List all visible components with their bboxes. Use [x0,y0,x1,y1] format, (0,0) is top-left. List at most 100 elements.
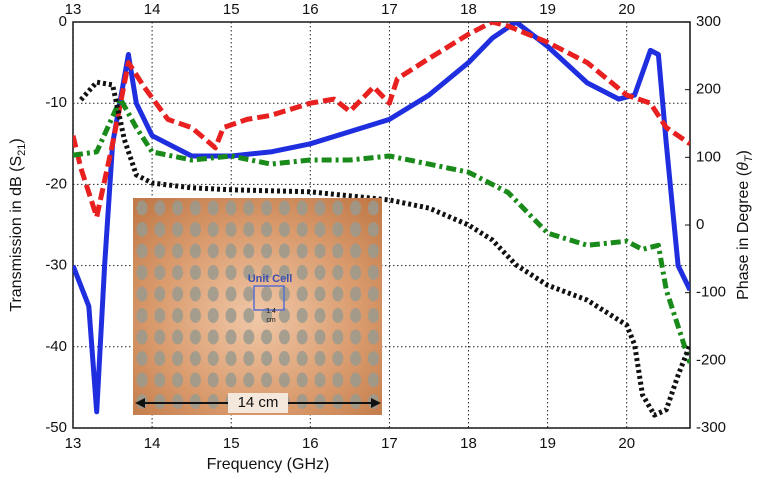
unit-cell-label: Unit Cell [248,273,293,285]
hole [367,351,379,366]
hole [314,286,326,302]
hole [332,372,344,388]
series-line [73,96,690,364]
hole [296,265,308,280]
hole [296,308,308,323]
hole [296,200,308,216]
hole [314,329,326,345]
hole [296,329,308,345]
hole [332,351,344,366]
hole [172,351,184,366]
y2-title-sub: T [743,154,755,162]
hole [136,351,148,366]
hole [367,200,379,216]
hole [367,265,379,280]
hole [207,372,219,388]
y-axis-title: Transmission in dB (S21) [8,138,28,311]
hole [367,329,379,345]
hole [314,372,326,388]
series-line [73,22,690,220]
y2-tick-label: -300 [696,419,726,436]
hole [314,265,326,280]
hole [350,265,362,280]
hole [207,243,219,259]
hole [154,351,166,366]
hole [136,372,148,388]
hole [261,372,273,388]
hole [243,222,255,237]
hole [278,222,290,237]
hole [189,222,201,237]
hole [243,200,255,216]
hole [207,329,219,345]
hole [225,372,237,388]
hole [314,351,326,366]
cell-size: 1.4 [266,308,276,315]
width-label-bg [228,393,288,413]
hole [296,372,308,388]
x-top-tick-label: 15 [223,1,240,18]
hole [136,329,148,345]
hole [350,351,362,366]
y2-tick-label: 0 [696,216,704,233]
hole [225,286,237,302]
hole [172,394,184,409]
hole [189,265,201,280]
hole [261,286,273,302]
y-tick-label: -10 [45,94,67,111]
hole [189,243,201,259]
hole [350,329,362,345]
hole [172,243,184,259]
hole [189,351,201,366]
hole [367,222,379,237]
hole [154,394,166,409]
hole [207,200,219,216]
hole [350,308,362,323]
hole [261,243,273,259]
y2-tick-label: 100 [696,148,721,165]
hole [261,351,273,366]
x-top-tick-label: 17 [381,1,398,18]
hole [172,265,184,280]
hole [172,222,184,237]
y2-tick-label: -100 [696,284,726,301]
y2-tick-label: -200 [696,351,726,368]
hole [314,394,326,409]
hole [350,394,362,409]
hole [278,372,290,388]
hole [243,308,255,323]
hole [367,286,379,302]
y-tick-label: -50 [45,419,67,436]
hole [154,222,166,237]
hole [367,243,379,259]
x-top-tick-label: 20 [618,1,635,18]
y-tick-label: -20 [45,175,67,192]
hole [154,243,166,259]
y2-title-end: ) [735,150,752,155]
hole [332,394,344,409]
hole [136,222,148,237]
x-tick-label: 18 [460,435,477,452]
hole [278,243,290,259]
hole [296,394,308,409]
hole [296,351,308,366]
hole [225,265,237,280]
hole [207,222,219,237]
hole [332,222,344,237]
hole [278,351,290,366]
hole [332,265,344,280]
y-tick-label: -40 [45,338,67,355]
hole [296,243,308,259]
hole [261,329,273,345]
hole [225,222,237,237]
hole [332,243,344,259]
hole [136,308,148,323]
hole [314,243,326,259]
x-top-tick-label: 18 [460,1,477,18]
hole [207,308,219,323]
inset-background [133,198,382,415]
hole [154,308,166,323]
hole [136,243,148,259]
hole [154,200,166,216]
y2-title-symbol: θ [735,162,752,171]
